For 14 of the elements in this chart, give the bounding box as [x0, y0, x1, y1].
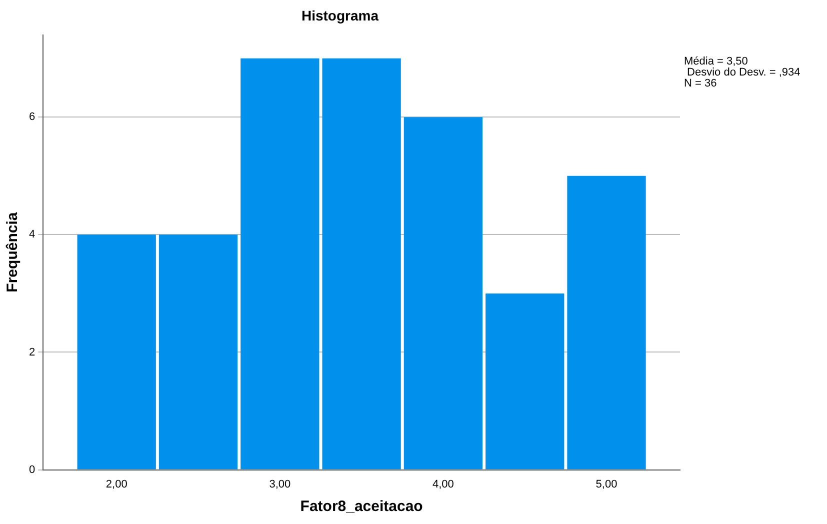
x-tick-label: 5,00	[596, 478, 618, 490]
x-axis-title: Fator8_aceitacao	[300, 498, 423, 516]
text: Média = 3,50	[684, 56, 748, 68]
x-tick-label: 2,00	[106, 478, 128, 490]
chart-title: Histograma	[301, 7, 379, 24]
y-axis-title: Frequência	[4, 212, 22, 292]
text: Desvio do Desv. = ,934	[684, 66, 800, 79]
y-tick-label: 2	[28, 346, 36, 358]
x-tick-label: 3,00	[269, 478, 291, 490]
text: N = 36	[684, 78, 717, 90]
y-tick-label: 4	[28, 228, 36, 241]
x-tick-label: 4,00	[432, 478, 454, 490]
y-tick-label: 6	[28, 111, 36, 124]
y-tick-label: 0	[28, 464, 36, 476]
